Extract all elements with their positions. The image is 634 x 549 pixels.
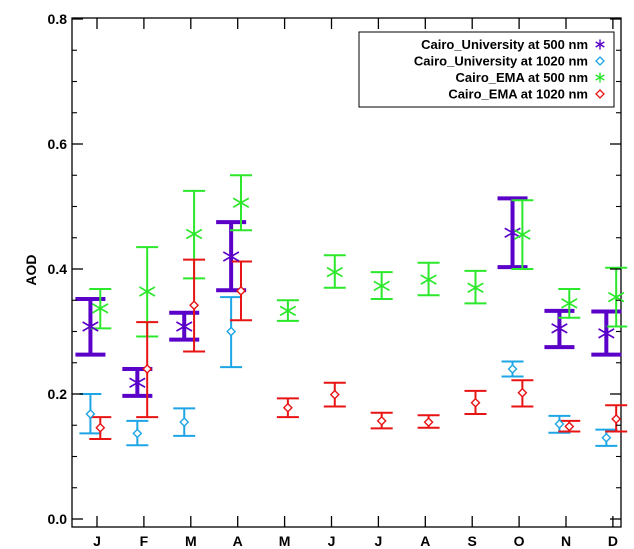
legend-diamond-icon (595, 56, 605, 66)
legend-label: Cairo_EMA at 500 nm (456, 70, 588, 85)
y-tick-label: 0.4 (48, 261, 68, 277)
data-point-asterisk-stroke (232, 197, 250, 208)
data-point-diamond (85, 409, 96, 419)
data-point-asterisk-stroke (420, 274, 437, 285)
data-point-diamond (554, 419, 565, 429)
y-axis-title: AOD (23, 254, 39, 285)
y-tick-label: 0.8 (48, 11, 68, 27)
legend-asterisk-icon-stroke (595, 74, 605, 81)
error-bars-layer (75, 174, 628, 447)
x-tick-label: J (93, 533, 101, 549)
x-tick-label: O (514, 533, 525, 549)
data-point-asterisk-stroke (138, 286, 156, 297)
legend-asterisk-icon (595, 72, 605, 83)
data-point-asterisk-stroke (222, 251, 240, 262)
x-tick-label: M (185, 533, 197, 549)
x-tick-label: F (140, 533, 149, 549)
data-point-asterisk-stroke (279, 305, 297, 317)
data-point-asterisk (551, 319, 568, 338)
data-point-asterisk (514, 225, 531, 244)
axes-layer: 0.0 0.2 0.4 0.6 0.8 J F M A M J J A S O N D (48, 11, 621, 549)
data-point-diamond (132, 428, 143, 439)
legend-label: Cairo_University at 500 nm (421, 37, 588, 52)
data-point-diamond (517, 387, 528, 398)
y-tick-label: 0.0 (48, 511, 68, 527)
legend: Cairo_University at 500 nm Cairo_Universi… (358, 31, 615, 108)
x-tick-label: J (328, 533, 336, 549)
data-point-asterisk-stroke (551, 323, 568, 334)
data-point-diamond (179, 417, 190, 428)
x-tick-label: N (561, 533, 571, 549)
data-point-asterisk (176, 317, 193, 336)
data-point-diamond (507, 364, 518, 374)
data-point-diamond (142, 364, 153, 374)
legend-asterisk-icon (595, 39, 605, 50)
legend-label: Cairo_University at 1020 nm (414, 54, 588, 69)
data-point-diamond (282, 402, 293, 413)
data-point-asterisk-stroke (514, 229, 531, 240)
data-point-asterisk-stroke (185, 228, 203, 240)
markers-layer (82, 193, 625, 443)
data-point-asterisk (504, 223, 521, 242)
data-point-diamond (95, 422, 106, 433)
data-point-asterisk (467, 278, 484, 297)
data-point-diamond (470, 397, 481, 408)
data-point-diamond (189, 300, 200, 311)
data-point-asterisk (326, 263, 343, 282)
data-point-asterisk (232, 193, 250, 212)
data-point-asterisk (598, 324, 615, 343)
y-tick-label: 0.6 (48, 136, 68, 152)
plot-frame (71, 17, 622, 528)
data-point-asterisk (222, 247, 240, 266)
data-point-asterisk (607, 288, 625, 307)
data-point-diamond (423, 417, 434, 428)
data-point-asterisk-stroke (607, 291, 625, 303)
data-point-asterisk-stroke (504, 227, 521, 238)
data-point-asterisk (92, 299, 109, 318)
data-point-diamond (611, 414, 622, 424)
data-point-asterisk-stroke (561, 298, 578, 309)
data-point-asterisk (185, 225, 203, 243)
data-point-asterisk-stroke (176, 321, 193, 332)
data-point-asterisk (138, 282, 156, 301)
plot-area (71, 17, 622, 528)
x-tick-label: A (233, 533, 243, 549)
x-tick-label: J (375, 533, 383, 549)
data-point-asterisk-stroke (467, 282, 484, 293)
data-point-diamond (226, 326, 237, 337)
data-point-asterisk-stroke (129, 377, 146, 388)
data-point-diamond (564, 421, 575, 432)
y-tick-label: 0.2 (48, 386, 68, 402)
data-point-asterisk-stroke (373, 280, 390, 292)
data-point-asterisk-stroke (92, 303, 109, 314)
x-tick-label: M (279, 533, 291, 549)
data-point-diamond (235, 285, 246, 296)
data-point-asterisk (129, 373, 146, 392)
data-point-diamond (376, 415, 387, 426)
data-point-asterisk-stroke (598, 328, 615, 339)
legend-asterisk-icon-stroke (595, 41, 605, 48)
data-point-asterisk (82, 317, 99, 336)
x-tick-label: D (608, 533, 618, 549)
x-tick-label: A (420, 533, 430, 549)
data-point-asterisk (279, 301, 297, 320)
legend-diamond-icon (595, 89, 605, 99)
data-point-diamond (329, 389, 340, 400)
x-tick-label: S (468, 533, 477, 549)
data-point-asterisk-stroke (326, 266, 343, 278)
legend-label: Cairo_EMA at 1020 nm (448, 87, 588, 102)
data-point-asterisk (561, 294, 578, 313)
data-point-asterisk (420, 270, 437, 289)
data-point-asterisk-stroke (82, 321, 99, 332)
data-point-diamond (601, 432, 612, 443)
data-point-asterisk (373, 276, 390, 295)
legend-box (358, 31, 615, 108)
